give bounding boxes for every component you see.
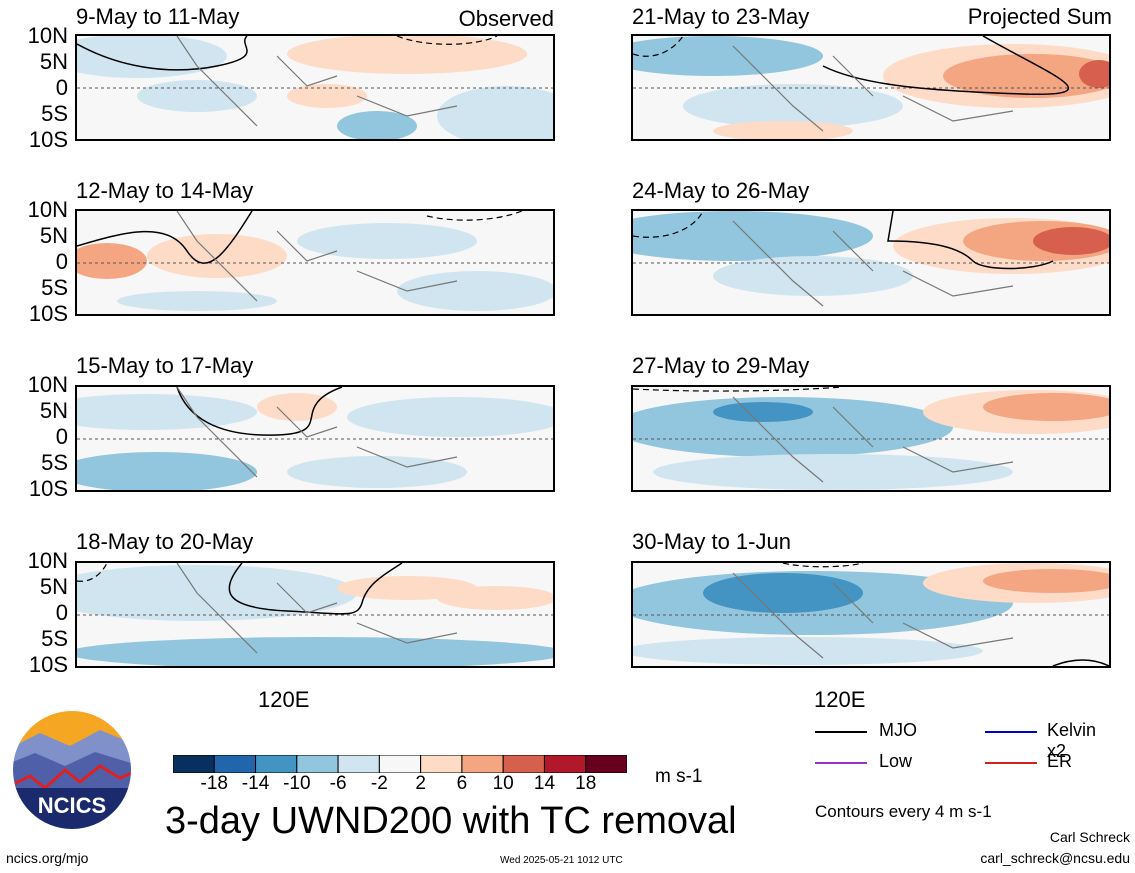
y-tick: 10S bbox=[28, 127, 68, 152]
colorbar-tick-label: 6 bbox=[456, 773, 468, 794]
colorbar-swatch bbox=[296, 754, 339, 774]
colorbar bbox=[172, 754, 628, 774]
panel-title: 9-May to 11-May bbox=[76, 4, 240, 29]
y-tick: 10S bbox=[28, 301, 68, 326]
y-tick: 5N bbox=[39, 223, 68, 248]
colorbar-tick-label: 2 bbox=[415, 773, 426, 794]
legend-label-low: Low bbox=[879, 751, 913, 771]
legend-swatch-low bbox=[815, 762, 867, 764]
y-tick: 5N bbox=[39, 398, 68, 423]
y-tick: 10S bbox=[28, 652, 68, 677]
footer-url: ncics.org/mjo bbox=[6, 850, 89, 866]
y-axis-labels: 10N 5N 0 5S 10S bbox=[6, 199, 68, 329]
x-tick-right: 120E bbox=[814, 687, 866, 712]
y-tick: 5N bbox=[39, 574, 68, 599]
y-tick: 0 bbox=[55, 424, 68, 449]
map-panel-projected-3 bbox=[631, 385, 1111, 492]
y-tick: 10N bbox=[27, 197, 68, 222]
colorbar-tick-label: -10 bbox=[283, 773, 311, 794]
panel-title: 12-May to 14-May bbox=[76, 178, 254, 203]
colorbar-tick-label: -14 bbox=[241, 773, 270, 794]
colorbar-tick-label: -6 bbox=[329, 773, 347, 794]
legend-swatch-mjo bbox=[815, 731, 867, 733]
panel-label-projected: Projected Sum bbox=[967, 4, 1112, 29]
y-tick: 5S bbox=[41, 275, 68, 300]
y-tick: 10S bbox=[28, 476, 68, 501]
colorbar-swatch bbox=[585, 754, 628, 774]
colorbar-labels: -18 -14 -10 -6 -2 2 6 10 14 18 bbox=[173, 773, 627, 797]
footer-email: carl_schreck@ncsu.edu bbox=[980, 850, 1130, 866]
y-tick: 0 bbox=[55, 75, 68, 100]
contours-note: Contours every 4 m s-1 bbox=[815, 802, 992, 821]
colorbar-swatch bbox=[502, 754, 545, 774]
y-tick: 10N bbox=[27, 23, 68, 48]
legend-label-mjo: MJO bbox=[879, 720, 917, 740]
colorbar-tick-label: 14 bbox=[533, 773, 556, 794]
legend-label-kelvin: Kelvin x2 bbox=[1047, 720, 1097, 761]
map-panel-observed-3 bbox=[75, 385, 555, 492]
legend-swatch-kelvin bbox=[985, 731, 1037, 733]
colorbar-swatch bbox=[543, 754, 587, 774]
colorbar-swatch bbox=[255, 754, 298, 774]
ncics-logo: NCICS bbox=[10, 708, 134, 832]
map-panel-projected-2 bbox=[631, 209, 1111, 316]
y-tick: 5S bbox=[41, 450, 68, 475]
colorbar-units: m s-1 bbox=[655, 766, 703, 787]
colorbar-swatch bbox=[420, 754, 463, 774]
y-tick: 5S bbox=[41, 626, 68, 651]
colorbar-tick-label: -18 bbox=[200, 773, 228, 794]
colorbar-swatch bbox=[213, 754, 257, 774]
legend-label-er: ER bbox=[1047, 751, 1073, 771]
colorbar-tick-label: -2 bbox=[370, 773, 388, 794]
colorbar-tick-label: 18 bbox=[575, 773, 597, 794]
map-panel-projected-4 bbox=[631, 561, 1111, 668]
y-axis-labels: 10N 5N 0 5S 10S bbox=[6, 550, 68, 680]
y-tick: 5S bbox=[41, 101, 68, 126]
footer-timestamp: Wed 2025-05-21 1012 UTC bbox=[500, 855, 623, 866]
panel-title: 27-May to 29-May bbox=[632, 353, 810, 378]
panel-title: 24-May to 26-May bbox=[632, 178, 810, 203]
map-panel-observed-4 bbox=[75, 561, 555, 668]
legend-swatch-er bbox=[985, 762, 1037, 764]
x-tick-left: 120E bbox=[258, 687, 310, 712]
colorbar-swatch bbox=[378, 754, 422, 774]
y-tick: 5N bbox=[39, 49, 68, 74]
main-title: 3-day UWND200 with TC removal bbox=[165, 800, 737, 842]
y-tick: 10N bbox=[27, 372, 68, 397]
panel-title: 18-May to 20-May bbox=[76, 529, 254, 554]
y-axis-labels: 10N 5N 0 5S 10S bbox=[6, 25, 68, 155]
panel-title: 21-May to 23-May bbox=[632, 4, 810, 29]
y-tick: 0 bbox=[55, 600, 68, 625]
colorbar-swatch bbox=[172, 754, 215, 774]
logo-text: NCICS bbox=[38, 793, 106, 818]
y-tick: 0 bbox=[55, 249, 68, 274]
y-tick: 10N bbox=[27, 548, 68, 573]
map-panel-observed-1 bbox=[75, 34, 555, 141]
panel-label-observed: Observed bbox=[458, 6, 554, 31]
colorbar-tick-label: 10 bbox=[492, 773, 514, 794]
panel-title: 15-May to 17-May bbox=[76, 353, 254, 378]
colorbar-swatch bbox=[461, 754, 504, 774]
footer-author: Carl Schreck bbox=[1049, 829, 1130, 845]
map-panel-observed-2 bbox=[75, 209, 555, 316]
colorbar-swatch bbox=[337, 754, 380, 774]
map-panel-projected-1 bbox=[631, 34, 1111, 141]
panel-title: 30-May to 1-Jun bbox=[632, 529, 791, 554]
y-axis-labels: 10N 5N 0 5S 10S bbox=[6, 374, 68, 504]
